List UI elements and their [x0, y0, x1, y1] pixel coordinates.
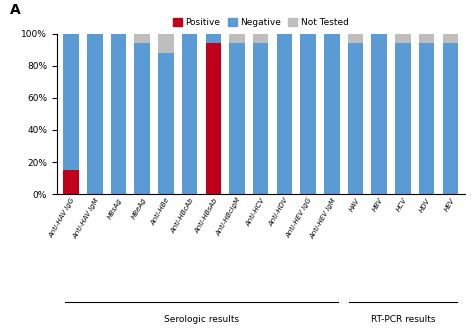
Bar — [395, 34, 410, 43]
Bar — [443, 43, 458, 194]
Bar — [253, 34, 268, 43]
Bar — [443, 34, 458, 43]
Bar — [229, 34, 245, 43]
Bar — [64, 34, 79, 170]
Bar — [111, 34, 126, 194]
Legend: Positive, Negative, Not Tested: Positive, Negative, Not Tested — [169, 14, 352, 31]
Bar — [135, 34, 150, 43]
Bar — [277, 34, 292, 194]
Bar — [253, 43, 268, 194]
Bar — [87, 34, 102, 194]
Bar — [348, 43, 363, 194]
Bar — [419, 43, 434, 194]
Bar — [206, 43, 221, 194]
Bar — [135, 43, 150, 194]
Bar — [182, 34, 197, 194]
Bar — [206, 34, 221, 43]
Text: Serologic results: Serologic results — [164, 315, 239, 324]
Bar — [348, 34, 363, 43]
Bar — [158, 53, 173, 194]
Bar — [324, 34, 339, 194]
Bar — [158, 34, 173, 53]
Bar — [372, 34, 387, 194]
Bar — [229, 43, 245, 194]
Bar — [419, 34, 434, 43]
Text: RT-PCR results: RT-PCR results — [371, 315, 435, 324]
Bar — [301, 34, 316, 194]
Text: A: A — [9, 3, 20, 17]
Bar — [395, 43, 410, 194]
Bar — [64, 170, 79, 194]
